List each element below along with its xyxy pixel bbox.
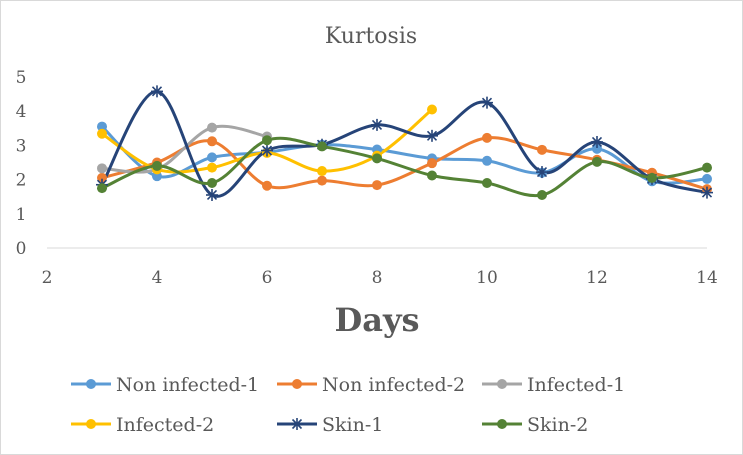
y-tick-label: 3: [16, 136, 27, 156]
data-point: [482, 178, 492, 189]
series-line-2: [100, 124, 269, 174]
data-point: [152, 171, 162, 182]
y-tick-label: 5: [16, 68, 27, 88]
legend-label: Infected-2: [116, 414, 214, 436]
legend-marker: [86, 379, 96, 389]
series-markers: [96, 85, 713, 201]
data-point: [592, 156, 602, 167]
data-point: [536, 166, 548, 179]
chart-title: Kurtosis: [325, 24, 417, 49]
data-point: [592, 143, 602, 154]
data-point: [371, 118, 383, 131]
data-point: [317, 166, 327, 177]
legend-label: Non infected-2: [322, 374, 465, 396]
x-tick-label: 12: [586, 268, 608, 288]
data-point: [207, 178, 217, 189]
data-point: [537, 144, 547, 155]
x-tick-label: 4: [152, 268, 163, 288]
legend-item: Skin-1: [277, 414, 383, 436]
legend-item: Non infected-2: [277, 374, 465, 396]
legend-item: Infected-2: [71, 414, 214, 436]
legend-item: Infected-1: [482, 374, 625, 396]
data-point: [207, 162, 217, 173]
x-tick-label: 14: [696, 268, 718, 288]
legend-label: Skin-2: [527, 414, 588, 436]
x-tick-label: 6: [262, 268, 273, 288]
data-point: [206, 188, 218, 201]
data-point: [97, 172, 107, 183]
y-tick-label: 2: [16, 171, 27, 191]
data-point: [262, 135, 272, 146]
data-point: [207, 122, 217, 133]
series-lines: [100, 89, 709, 198]
data-point: [207, 152, 217, 163]
series-line-0: [100, 125, 709, 185]
data-point: [97, 128, 107, 139]
y-tick-label: 0: [16, 239, 27, 259]
data-point: [591, 135, 603, 148]
y-tick-label: 1: [16, 205, 27, 225]
x-axis-label: Days: [334, 301, 419, 339]
data-point: [427, 104, 437, 115]
data-point: [97, 183, 107, 194]
data-point: [482, 155, 492, 166]
legend-label: Skin-1: [322, 414, 383, 436]
data-point: [317, 175, 327, 186]
legend-marker: [291, 418, 303, 430]
data-point: [372, 153, 382, 164]
data-point: [702, 162, 712, 173]
legend: Non infected-1 Non infected-2 Infected-1 In…: [71, 374, 625, 436]
legend-marker: [292, 379, 302, 389]
data-point: [207, 136, 217, 147]
y-tick-label: 4: [16, 102, 27, 122]
data-point: [427, 170, 437, 181]
data-point: [701, 186, 713, 199]
data-point: [262, 180, 272, 191]
data-point: [647, 172, 657, 183]
y-axis: 0 1 2 3 4 5: [16, 68, 27, 259]
x-tick-label: 2: [42, 268, 53, 288]
legend-item: Non infected-1: [71, 374, 259, 396]
x-axis: 2 4 6 8 10 12 14: [42, 268, 718, 288]
data-point: [317, 141, 327, 152]
data-point: [481, 96, 493, 109]
x-tick-label: 10: [476, 268, 498, 288]
data-point: [261, 144, 273, 157]
legend-marker: [86, 419, 96, 429]
legend-label: Non infected-1: [116, 374, 259, 396]
legend-item: Skin-2: [482, 414, 588, 436]
data-point: [372, 180, 382, 191]
legend-marker: [497, 379, 507, 389]
data-point: [152, 160, 162, 171]
data-point: [426, 129, 438, 142]
data-point: [482, 132, 492, 143]
data-point: [151, 85, 163, 98]
x-tick-label: 8: [372, 268, 383, 288]
data-point: [97, 163, 107, 174]
data-point: [97, 121, 107, 132]
data-point: [702, 173, 712, 184]
legend-label: Infected-1: [527, 374, 625, 396]
data-point: [537, 189, 547, 200]
legend-marker: [497, 419, 507, 429]
data-point: [427, 158, 437, 169]
